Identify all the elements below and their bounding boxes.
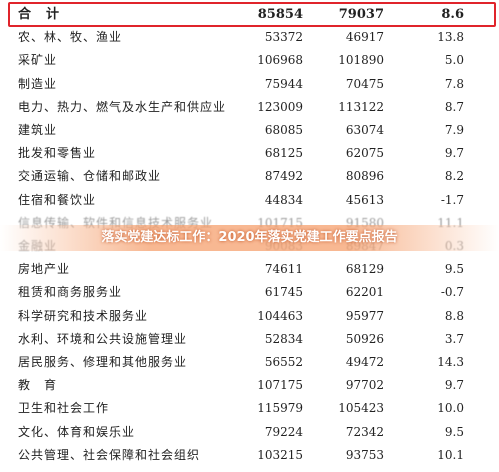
row-label: 建筑业 xyxy=(18,123,58,137)
cell-value: 123009 xyxy=(257,99,303,114)
row-label: 制造业 xyxy=(18,76,58,91)
cell-value: 85854 xyxy=(257,7,303,22)
table-row: 居民服务、修理和其他服务业 56552 49472 14.3 xyxy=(0,351,499,374)
row-label: 卫生和社会工作 xyxy=(18,401,110,416)
row-label: 水利、环境和公共设施管理业 xyxy=(18,331,188,346)
cell-value: 44834 xyxy=(264,192,303,207)
table-row: 租赁和商务服务业 61745 62201 -0.7 xyxy=(0,281,499,304)
cell-value: 107175 xyxy=(257,378,303,393)
row-label: 房地产业 xyxy=(18,262,71,277)
table-row: 科学研究和技术服务业 104463 95977 8.8 xyxy=(0,305,499,328)
table-row: 制造业 75944 70475 7.8 xyxy=(0,73,499,96)
cell-value: 68085 xyxy=(264,123,303,137)
cell-value: 97702 xyxy=(345,378,384,393)
cell-value: 104463 xyxy=(257,308,303,323)
row-label: 电力、热力、燃气及水生产和供应业 xyxy=(18,99,227,114)
cell-value: 14.3 xyxy=(437,355,464,369)
row-label: 居民服务、修理和其他服务业 xyxy=(18,355,188,369)
highlight-box xyxy=(8,2,496,27)
cell-value: 7.9 xyxy=(444,123,464,137)
table-row: 卫生和社会工作 115979 105423 10.0 xyxy=(0,397,499,420)
cell-value: 74611 xyxy=(264,262,303,277)
cell-value: 56552 xyxy=(264,355,303,369)
cell-value: 5.0 xyxy=(444,53,464,68)
cell-value: 46917 xyxy=(345,30,384,45)
cell-value: 79037 xyxy=(338,7,384,22)
cell-value: 3.7 xyxy=(444,331,464,346)
cell-value: 75944 xyxy=(264,76,303,91)
table-row: 住宿和餐饮业 44834 45613 -1.7 xyxy=(0,189,499,212)
cell-value: 106968 xyxy=(257,53,303,68)
banner: 落实党建达标工作：2020年落实党建工作要点报告 xyxy=(0,225,499,251)
cell-value: 68125 xyxy=(264,146,303,161)
table-row: 教 育 107175 97702 9.7 xyxy=(0,374,499,397)
cell-value: 61745 xyxy=(264,285,303,300)
cell-value: 113122 xyxy=(338,99,384,114)
cell-value: 70475 xyxy=(345,76,384,91)
cell-value: 45613 xyxy=(345,192,384,207)
cell-value: 9.5 xyxy=(444,262,464,277)
cell-value: 63074 xyxy=(345,123,384,137)
cell-value: 10.1 xyxy=(437,447,464,462)
table-row: 水利、环境和公共设施管理业 52834 50926 3.7 xyxy=(0,328,499,351)
cell-value: 9.7 xyxy=(444,378,464,393)
table-row: 建筑业 68085 63074 7.9 xyxy=(0,119,499,142)
row-label: 科学研究和技术服务业 xyxy=(18,308,149,323)
cell-value: 9.7 xyxy=(444,146,464,161)
row-label: 住宿和餐饮业 xyxy=(18,192,97,207)
cell-value: 72342 xyxy=(345,424,384,439)
cell-value: 52834 xyxy=(264,331,303,346)
cell-value: 9.5 xyxy=(444,424,464,439)
cell-value: 50926 xyxy=(345,331,384,346)
row-label: 合 计 xyxy=(18,7,61,22)
cell-value: 101890 xyxy=(338,53,384,68)
cell-value: 49472 xyxy=(345,355,384,369)
cell-value: 53372 xyxy=(264,30,303,45)
cell-value: -0.7 xyxy=(440,285,464,300)
cell-value: 8.7 xyxy=(444,99,464,114)
cell-value: 87492 xyxy=(264,169,303,184)
cell-value: 95977 xyxy=(345,308,384,323)
cell-value: 103215 xyxy=(257,447,303,462)
cell-value: 93753 xyxy=(345,447,384,462)
cell-value: 68129 xyxy=(345,262,384,277)
row-label: 租赁和商务服务业 xyxy=(18,285,123,300)
cell-value: 62075 xyxy=(345,146,384,161)
table-row: 房地产业 74611 68129 9.5 xyxy=(0,258,499,281)
table-row: 采矿业 106968 101890 5.0 xyxy=(0,49,499,72)
table-row: 电力、热力、燃气及水生产和供应业 123009 113122 8.7 xyxy=(0,96,499,119)
table-row: 交通运输、仓储和邮政业 87492 80896 8.2 xyxy=(0,165,499,188)
cell-value: 13.8 xyxy=(437,30,464,45)
cell-value: 115979 xyxy=(257,401,303,416)
table-row: 文化、体育和娱乐业 79224 72342 9.5 xyxy=(0,421,499,444)
row-label: 农、林、牧、渔业 xyxy=(18,30,123,45)
cell-value: 79224 xyxy=(264,424,303,439)
cell-value: 8.6 xyxy=(441,7,464,22)
row-label: 采矿业 xyxy=(18,53,58,68)
row-label: 公共管理、社会保障和社会组织 xyxy=(18,447,201,462)
cell-value: 80896 xyxy=(345,169,384,184)
cell-value: -1.7 xyxy=(440,192,464,207)
cell-value: 10.0 xyxy=(437,401,464,416)
row-label: 教 育 xyxy=(18,378,58,393)
row-label: 批发和零售业 xyxy=(18,146,97,161)
cell-value: 7.8 xyxy=(444,76,464,91)
row-label: 交通运输、仓储和邮政业 xyxy=(18,169,162,184)
cell-value: 62201 xyxy=(345,285,384,300)
cell-value: 8.2 xyxy=(444,169,464,184)
table-row: 合 计 85854 79037 8.6 xyxy=(0,3,499,26)
cell-value: 8.8 xyxy=(444,308,464,323)
table-row: 农、林、牧、渔业 53372 46917 13.8 xyxy=(0,26,499,49)
table-row: 批发和零售业 68125 62075 9.7 xyxy=(0,142,499,165)
cell-value: 105423 xyxy=(338,401,384,416)
table-row: 公共管理、社会保障和社会组织 103215 93753 10.1 xyxy=(0,444,499,467)
row-label: 文化、体育和娱乐业 xyxy=(18,424,136,439)
